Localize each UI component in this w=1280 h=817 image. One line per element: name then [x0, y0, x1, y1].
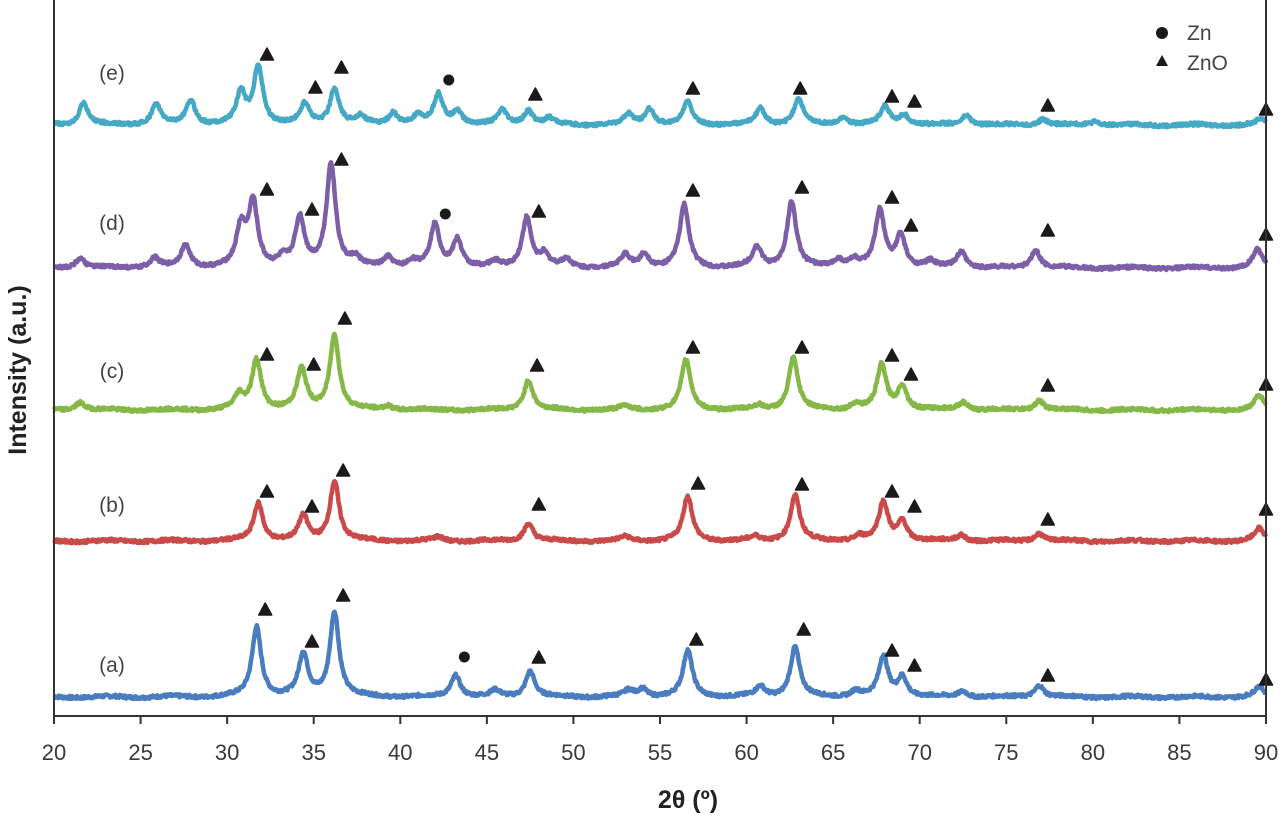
zno-triangle-icon [792, 81, 808, 95]
x-ticks: 20 25 30 35 40 45 50 55 60 65 70 75 80 85 90 [42, 716, 1278, 765]
zn-circle-icon [443, 74, 455, 86]
zno-triangle-icon [259, 47, 275, 61]
zno-triangle-icon [528, 87, 543, 101]
zno-triangle-icon [907, 658, 922, 672]
zno-triangle-icon [259, 484, 275, 498]
y-axis-title: Intensity (a.u.) [4, 285, 32, 454]
legend-zno-label: ZnO [1187, 52, 1228, 75]
zn-circle-icon [439, 208, 451, 220]
legend-zn-circle-icon [1156, 27, 1168, 39]
x-tick-label: 30 [215, 740, 239, 765]
zno-triangle-icon [531, 497, 547, 511]
zno-triangle-icon [689, 632, 704, 646]
zno-triangle-icon [884, 89, 900, 103]
zno-triangle-icon [531, 650, 547, 664]
series-label-b: (b) [99, 494, 125, 517]
zno-triangle-icon [1040, 512, 1056, 526]
zno-triangle-icon [685, 81, 701, 95]
zno-triangle-icon [337, 311, 353, 325]
zno-triangle-icon [335, 463, 351, 477]
zn-circle-icon [458, 651, 470, 663]
x-axis-title: 2θ (º) [658, 786, 718, 814]
phase-markers [257, 47, 1274, 686]
zno-triangle-icon [690, 476, 706, 490]
x-tick-label: 65 [821, 740, 845, 765]
zno-triangle-icon [685, 183, 701, 197]
x-tick-label: 90 [1254, 740, 1278, 765]
zno-triangle-icon [907, 499, 922, 513]
x-tick-label: 60 [734, 740, 758, 765]
zno-triangle-icon [257, 602, 273, 616]
zno-triangle-icon [304, 499, 320, 513]
series-line-d [52, 160, 1269, 273]
zno-triangle-icon [259, 347, 275, 361]
x-tick-label: 35 [301, 740, 325, 765]
series-line-a [52, 609, 1268, 702]
zno-triangle-icon [794, 477, 810, 491]
legend: Zn ZnO [1156, 22, 1228, 75]
zno-triangle-icon [304, 634, 320, 648]
legend-zn-label: Zn [1187, 22, 1212, 45]
zno-triangle-icon [903, 367, 919, 381]
series-layer [51, 62, 1269, 702]
series-label-e: (e) [99, 62, 125, 85]
zno-triangle-icon [884, 348, 900, 362]
series-label-c: (c) [100, 360, 125, 383]
x-tick-label: 50 [561, 740, 585, 765]
x-tick-label: 40 [388, 740, 412, 765]
zno-triangle-icon [794, 340, 810, 354]
series-label-d: (d) [99, 212, 125, 235]
x-tick-label: 25 [128, 740, 152, 765]
zno-triangle-icon [335, 588, 351, 602]
zno-triangle-icon [306, 357, 321, 371]
x-tick-label: 85 [1167, 740, 1191, 765]
x-tick-label: 80 [1081, 740, 1105, 765]
x-tick-label: 45 [475, 740, 499, 765]
zno-triangle-icon [531, 204, 547, 218]
zno-triangle-icon [794, 180, 810, 194]
zno-triangle-icon [685, 340, 701, 354]
zno-triangle-icon [903, 218, 919, 232]
zno-triangle-icon [884, 484, 900, 498]
zno-triangle-icon [884, 190, 900, 204]
zno-triangle-icon [308, 80, 323, 94]
zno-triangle-icon [529, 358, 545, 372]
zno-triangle-icon [1040, 223, 1056, 237]
zno-triangle-icon [334, 152, 349, 166]
legend-zno-triangle-icon [1156, 55, 1168, 66]
zno-triangle-icon [259, 182, 275, 196]
zno-triangle-icon [907, 94, 922, 108]
x-tick-label: 55 [648, 740, 672, 765]
x-tick-label: 20 [42, 740, 66, 765]
x-tick-label: 70 [907, 740, 931, 765]
series-line-b [52, 478, 1269, 546]
zno-triangle-icon [884, 643, 900, 657]
zno-triangle-icon [1040, 378, 1056, 392]
series-label-a: (a) [99, 654, 125, 677]
series-line-c [51, 331, 1268, 415]
zno-triangle-icon [1040, 98, 1056, 112]
zno-triangle-icon [1040, 668, 1056, 682]
x-tick-label: 75 [994, 740, 1018, 765]
zno-triangle-icon [796, 622, 811, 636]
zno-triangle-icon [304, 202, 320, 216]
series-line-e [52, 62, 1268, 130]
zno-triangle-icon [334, 60, 349, 74]
series-labels: (a) (b) (c) (d) (e) [99, 62, 125, 677]
